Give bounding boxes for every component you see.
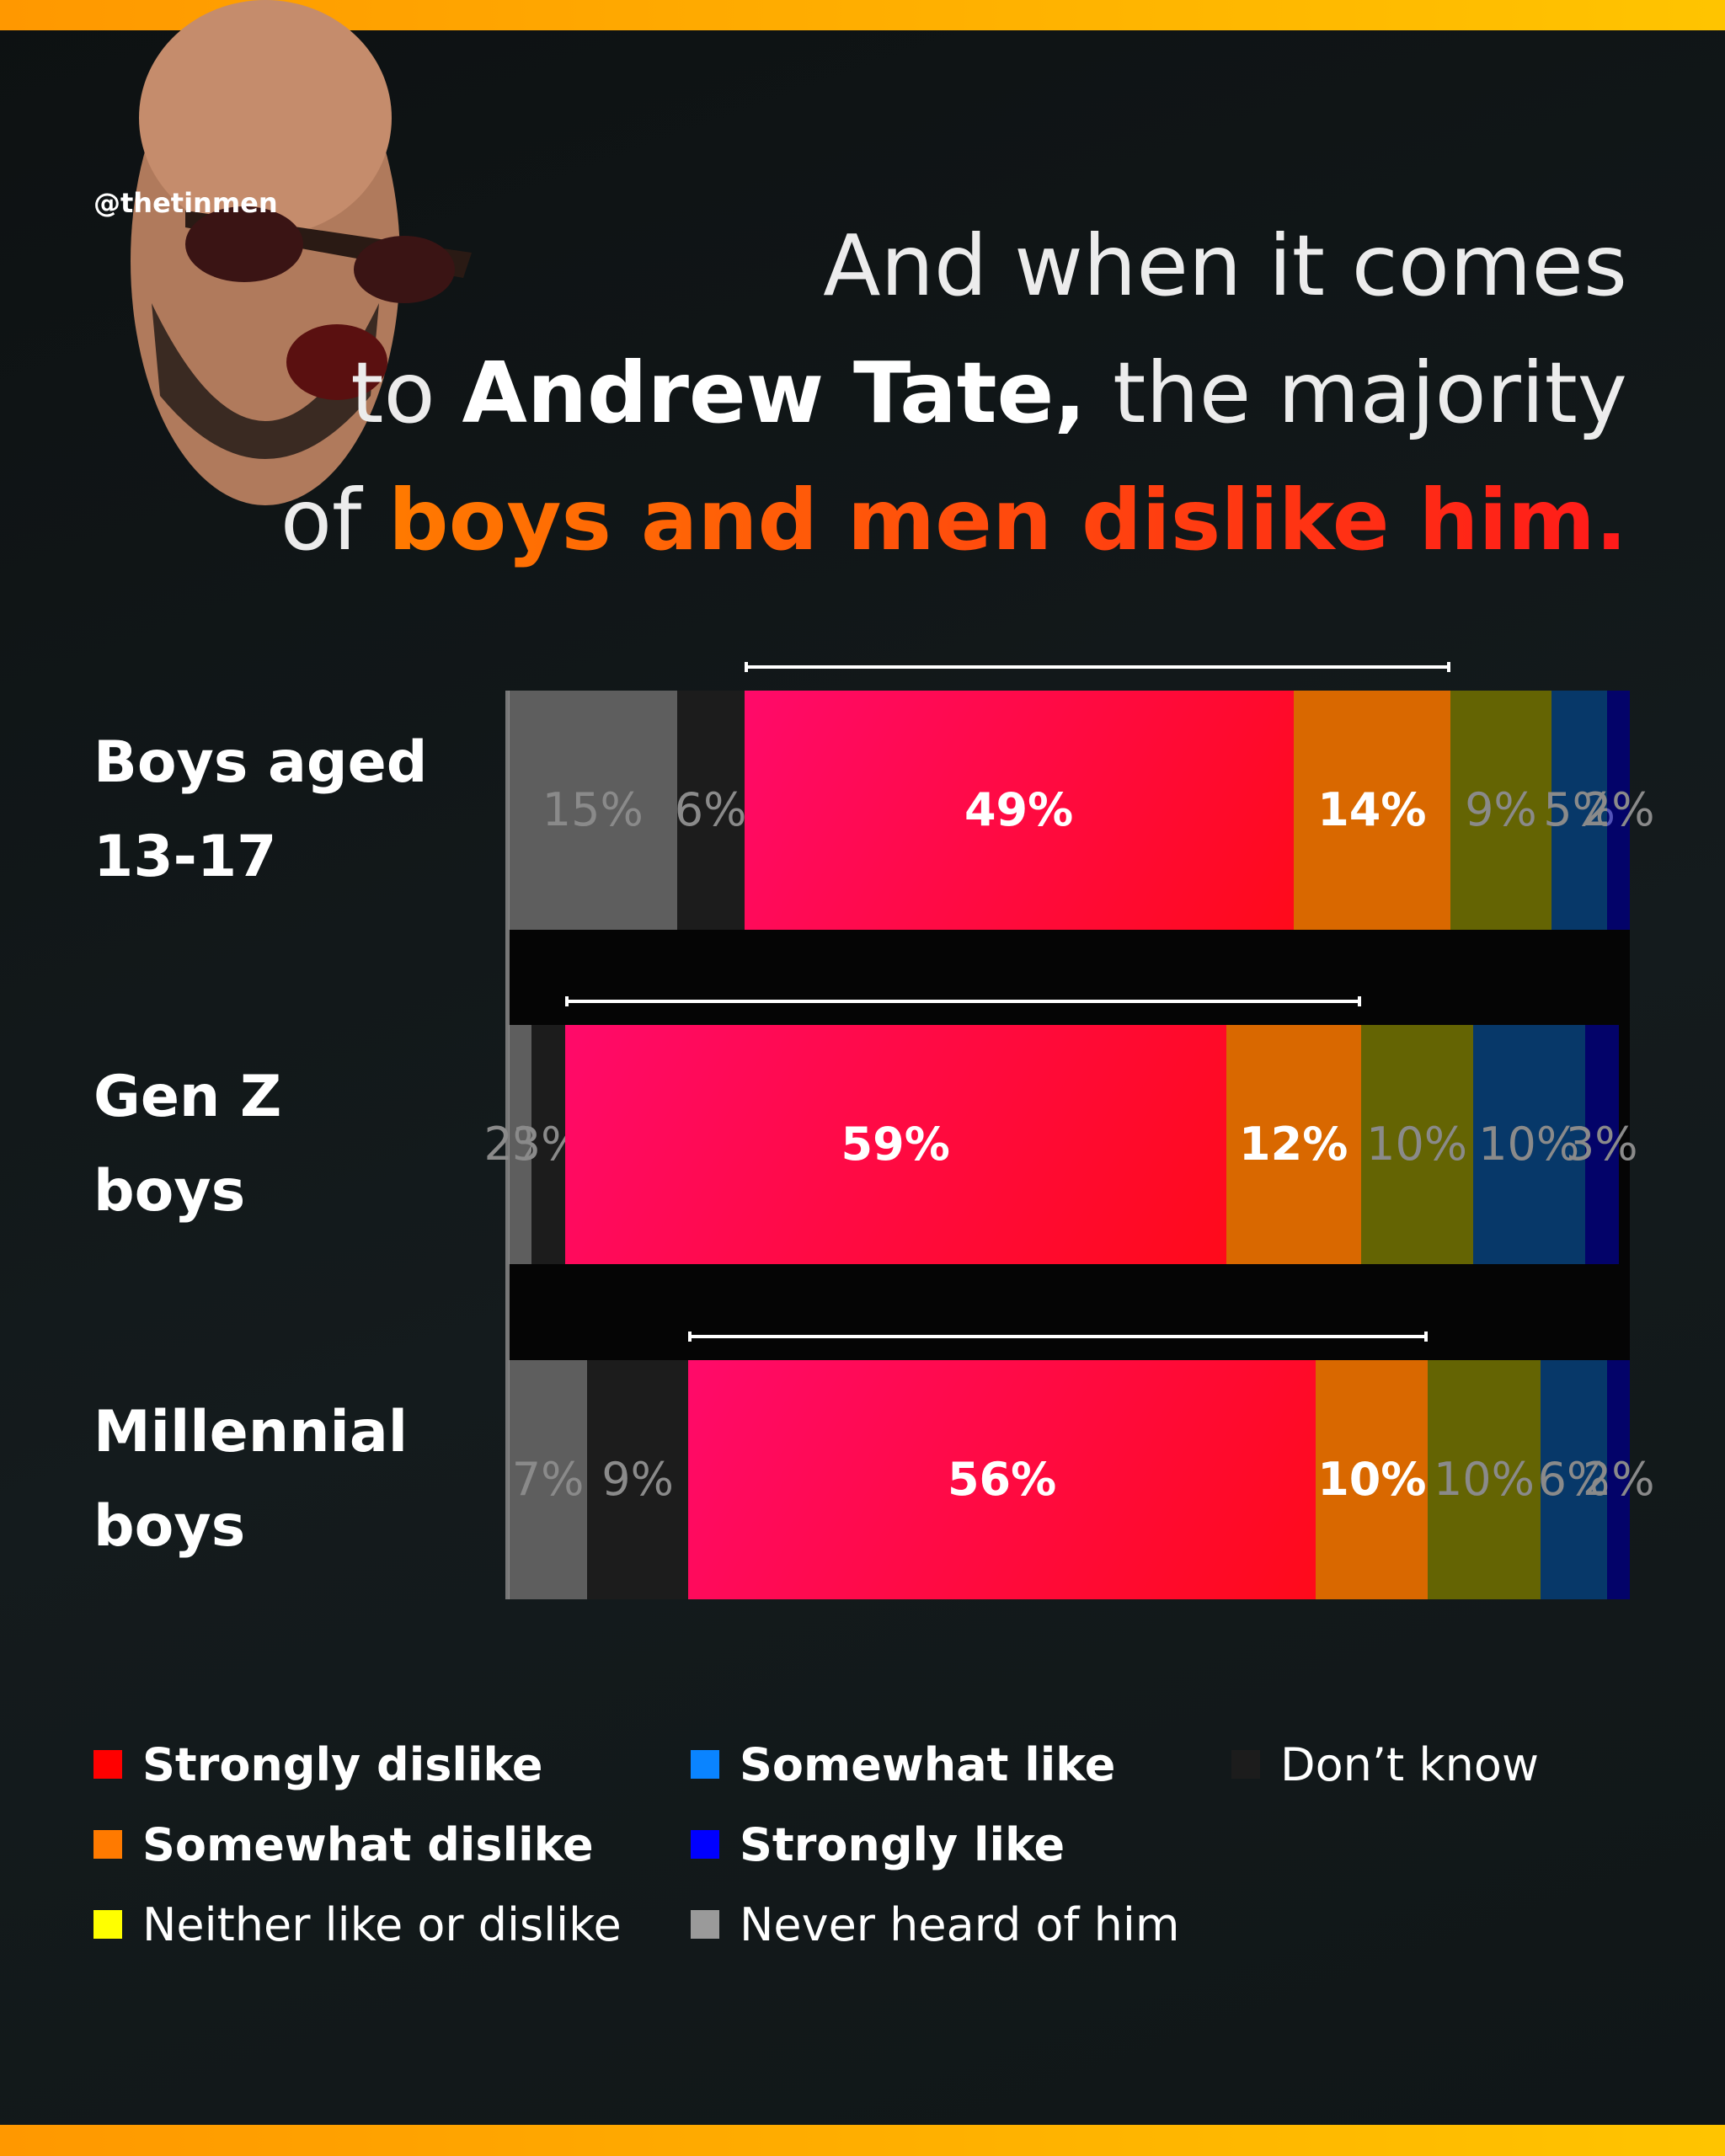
legend-item: Never heard of him [691, 1891, 1179, 1958]
legend-label: Strongly like [740, 1817, 1065, 1871]
legend-label: Somewhat dislike [142, 1817, 594, 1871]
value-label: 12% [1239, 1118, 1348, 1171]
legend-swatch [1231, 1750, 1260, 1779]
title-text: the majority [1086, 344, 1627, 442]
title-text: Andrew Tate, [462, 344, 1087, 442]
axis-line [505, 691, 510, 1599]
bar-segment [531, 1025, 565, 1264]
category-label: Gen Z boys [93, 1064, 282, 1225]
bar-segment [1607, 691, 1630, 930]
value-label: 10% [1366, 1118, 1468, 1171]
value-label: 14% [1317, 783, 1427, 836]
bar-segment [1472, 1025, 1585, 1264]
watermark: @thetinmen [93, 187, 278, 219]
bar-segment [1607, 1360, 1630, 1599]
value-label: 59% [841, 1118, 950, 1171]
bar-segment [1540, 1360, 1608, 1599]
portrait [131, 0, 472, 505]
legend-swatch [93, 1910, 122, 1939]
bar-segment [1450, 691, 1551, 930]
legend-swatch [93, 1830, 122, 1859]
bar-segment [1551, 691, 1608, 930]
legend-swatch [93, 1750, 122, 1779]
bar-segment [587, 1360, 688, 1599]
category-label: Millennial boys [93, 1399, 409, 1560]
dislike-bracket-line [564, 1000, 1361, 1003]
value-label: 6% [1537, 1453, 1610, 1506]
legend-label: Never heard of him [740, 1897, 1180, 1951]
value-label: 9% [1465, 783, 1537, 836]
legend-label: Strongly dislike [142, 1737, 543, 1791]
value-label: 10% [1317, 1453, 1427, 1506]
title-line: to Andrew Tate, the majority [280, 329, 1627, 456]
value-label: 56% [947, 1453, 1057, 1506]
legend-swatch [691, 1910, 719, 1939]
bar-segment [509, 1025, 531, 1264]
legend-swatch [691, 1830, 719, 1859]
title-line: And when it comes [280, 202, 1627, 329]
bar-segment [687, 1360, 1316, 1599]
legend-label: Somewhat like [740, 1737, 1116, 1791]
value-label: 6% [674, 783, 747, 836]
legend-item: Neither like or dislike [93, 1891, 622, 1958]
legend-item: Somewhat like [691, 1731, 1115, 1798]
bottom-bar [0, 2125, 1725, 2156]
title-line: of boys and men dislike him. [280, 456, 1627, 584]
title: And when it comes to Andrew Tate, the maj… [280, 202, 1627, 584]
title-text: boys and men dislike him. [388, 471, 1627, 569]
bar-segment [1584, 1025, 1619, 1264]
bar-segment [1428, 1360, 1541, 1599]
legend-item: Strongly like [691, 1811, 1065, 1878]
value-label: 2% [1582, 783, 1655, 836]
legend-label: Don’t know [1280, 1737, 1540, 1791]
legend-swatch [691, 1750, 719, 1779]
bar-segment [1226, 1025, 1361, 1264]
legend-item: Don’t know [1231, 1731, 1539, 1798]
bar-segment [676, 691, 745, 930]
bar-segment [1293, 691, 1451, 930]
value-label: 10% [1433, 1453, 1535, 1506]
title-text: And when it comes [823, 216, 1627, 315]
bar-segment [744, 691, 1294, 930]
title-text: to [350, 344, 462, 442]
dislike-bracket-line [687, 1335, 1429, 1338]
value-label: 9% [601, 1453, 674, 1506]
category-label: Boys aged 13-17 [93, 729, 428, 890]
legend-item: Strongly dislike [93, 1731, 542, 1798]
legend-label: Neither like or dislike [142, 1897, 622, 1951]
value-label: 2% [1582, 1453, 1655, 1506]
value-label: 15% [542, 783, 644, 836]
dislike-bracket-line [744, 665, 1451, 669]
value-label: 10% [1478, 1118, 1580, 1171]
title-text: of [280, 471, 389, 569]
bar-segment [509, 691, 677, 930]
value-label: 3% [1565, 1118, 1638, 1171]
bar-segment [1360, 1025, 1473, 1264]
value-label: 49% [964, 783, 1074, 836]
bar-segment [509, 1360, 588, 1599]
value-label: 7% [511, 1453, 585, 1506]
bar-segment [1316, 1360, 1429, 1599]
value-label: 5% [1543, 783, 1616, 836]
bar-segment [564, 1025, 1226, 1264]
legend-item: Somewhat dislike [93, 1811, 594, 1878]
